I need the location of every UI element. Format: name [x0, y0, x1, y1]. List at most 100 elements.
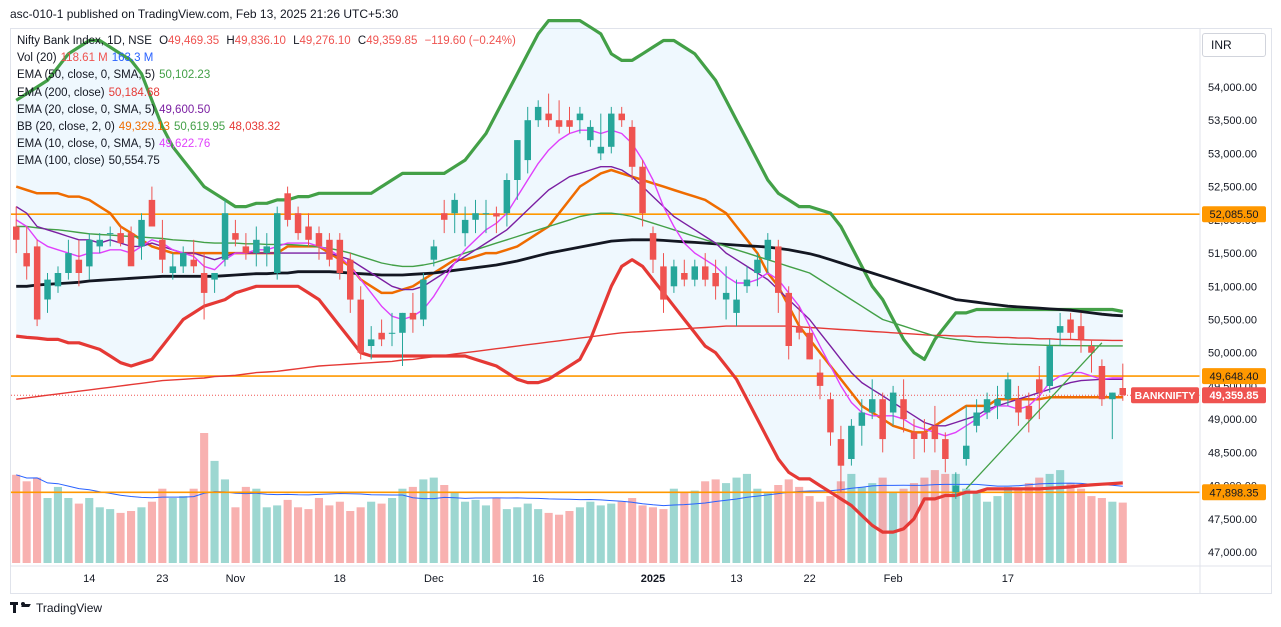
candle-body[interactable]	[284, 193, 291, 220]
candle-body[interactable]	[555, 120, 563, 127]
candle-body[interactable]	[837, 439, 845, 466]
candle-body[interactable]	[294, 213, 302, 234]
candle-body[interactable]	[921, 432, 928, 439]
candle-body[interactable]	[44, 279, 51, 300]
candle-body[interactable]	[451, 199, 458, 214]
candle-body[interactable]	[430, 246, 438, 260]
candle-body[interactable]	[159, 239, 166, 260]
candle-body[interactable]	[639, 166, 646, 214]
candle-body[interactable]	[869, 399, 876, 413]
candle-body[interactable]	[1004, 379, 1012, 400]
candle-body[interactable]	[795, 326, 803, 333]
legend-row[interactable]: EMA (50, close, 0, SMA, 5) 50,102.23	[17, 67, 516, 84]
candle-body[interactable]	[117, 233, 124, 244]
candle-body[interactable]	[816, 372, 824, 386]
legend-symbol-row[interactable]: Nifty Bank Index, 1D, NSE O49,469.35 H49…	[17, 33, 516, 50]
candle-body[interactable]	[472, 213, 479, 220]
candle-body[interactable]	[388, 332, 396, 334]
candle-body[interactable]	[994, 399, 1001, 406]
candle-body[interactable]	[378, 332, 385, 340]
candle-body[interactable]	[670, 266, 678, 287]
candle-body[interactable]	[712, 273, 719, 287]
candle-body[interactable]	[503, 180, 511, 214]
legend-row[interactable]: Vol (20) 118.61 M 163.3 M	[17, 50, 516, 67]
candle-body[interactable]	[190, 259, 198, 267]
candle-body[interactable]	[649, 233, 657, 260]
candle-body[interactable]	[127, 233, 135, 267]
candle-body[interactable]	[608, 113, 615, 147]
candle-body[interactable]	[23, 253, 30, 267]
candle-body[interactable]	[983, 399, 991, 413]
candle-body[interactable]	[399, 312, 406, 333]
candle-body[interactable]	[942, 439, 949, 459]
candle-body[interactable]	[973, 412, 980, 426]
candle-body[interactable]	[1056, 326, 1064, 333]
candle-body[interactable]	[232, 233, 239, 240]
candle-body[interactable]	[660, 266, 667, 300]
candle-body[interactable]	[305, 226, 312, 240]
candle-body[interactable]	[597, 146, 605, 154]
candle-body[interactable]	[587, 126, 594, 141]
candle-body[interactable]	[576, 113, 584, 121]
candle-body[interactable]	[1036, 379, 1043, 393]
trendline-drawing[interactable]	[965, 342, 1103, 490]
currency-selector[interactable]: INR	[1202, 33, 1266, 57]
candle-body[interactable]	[910, 432, 918, 439]
candle-body[interactable]	[420, 279, 427, 320]
candle-body[interactable]	[743, 279, 751, 287]
candle-body[interactable]	[785, 292, 793, 346]
candle-body[interactable]	[1098, 366, 1106, 400]
candle-body[interactable]	[169, 266, 177, 273]
candle-body[interactable]	[1067, 319, 1074, 333]
candle-body[interactable]	[75, 259, 83, 273]
candle-body[interactable]	[545, 113, 552, 121]
candle-body[interactable]	[879, 399, 886, 440]
candle-body[interactable]	[963, 445, 970, 459]
candle-body[interactable]	[848, 425, 855, 459]
candle-body[interactable]	[315, 233, 323, 247]
candle-body[interactable]	[1015, 399, 1022, 413]
candle-body[interactable]	[775, 246, 782, 293]
candle-body[interactable]	[86, 239, 93, 267]
candle-body[interactable]	[336, 239, 344, 273]
candle-body[interactable]	[900, 399, 907, 420]
candle-body[interactable]	[242, 246, 250, 253]
candle-body[interactable]	[1109, 392, 1116, 400]
candle-body[interactable]	[221, 213, 229, 260]
candle-body[interactable]	[514, 140, 521, 180]
candle-body[interactable]	[681, 273, 688, 280]
candle-body[interactable]	[1025, 405, 1033, 420]
candle-body[interactable]	[54, 273, 62, 287]
candle-body[interactable]	[13, 226, 20, 240]
candle-body[interactable]	[409, 312, 417, 320]
candle-body[interactable]	[618, 113, 626, 121]
candle-body[interactable]	[722, 292, 730, 300]
candle-body[interactable]	[566, 120, 573, 127]
candle-body[interactable]	[827, 399, 834, 433]
candle-body[interactable]	[65, 253, 72, 273]
candle-body[interactable]	[1046, 346, 1054, 386]
candle-body[interactable]	[691, 266, 699, 280]
candle-body[interactable]	[952, 485, 960, 493]
candle-body[interactable]	[806, 332, 813, 360]
candle-body[interactable]	[493, 213, 500, 217]
legend-row[interactable]: EMA (20, close, 0, SMA, 5) 49,600.50	[17, 102, 516, 119]
candle-body[interactable]	[524, 120, 532, 161]
candle-body[interactable]	[534, 106, 542, 121]
candle-body[interactable]	[764, 239, 772, 260]
candle-body[interactable]	[754, 259, 761, 273]
legend-row[interactable]: EMA (200, close) 50,184.68	[17, 85, 516, 102]
candle-body[interactable]	[367, 339, 375, 346]
candle-body[interactable]	[628, 126, 636, 167]
candle-body[interactable]	[889, 392, 897, 413]
candle-body[interactable]	[1119, 388, 1127, 396]
candle-body[interactable]	[482, 213, 490, 215]
candle-body[interactable]	[858, 412, 866, 426]
candle-body[interactable]	[357, 299, 365, 353]
candle-body[interactable]	[931, 425, 939, 440]
candle-body[interactable]	[347, 259, 354, 300]
candle-body[interactable]	[274, 213, 281, 273]
legend-row[interactable]: EMA (100, close) 50,554.75	[17, 153, 516, 170]
candle-body[interactable]	[461, 219, 469, 234]
